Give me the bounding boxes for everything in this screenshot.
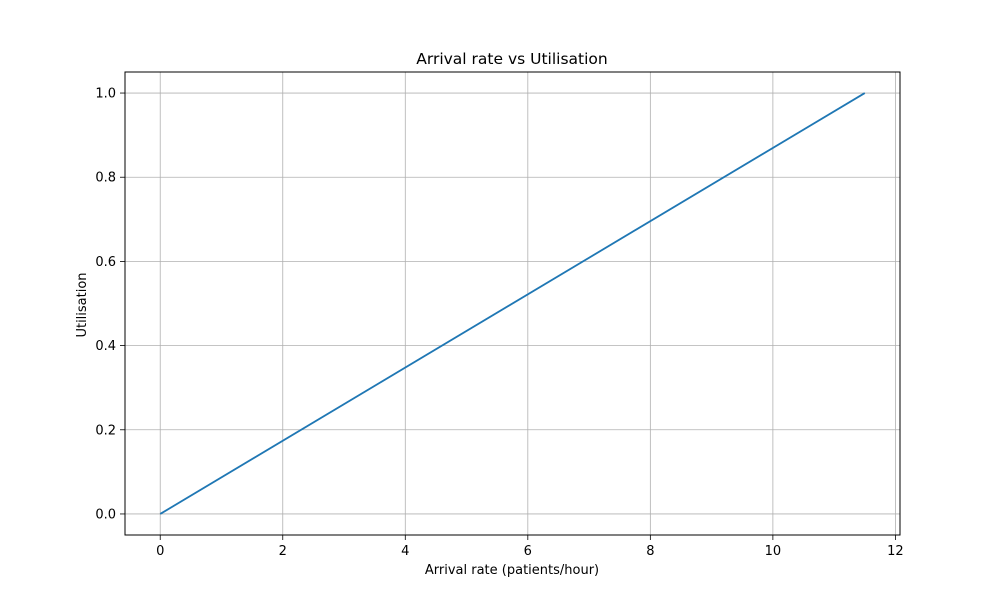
series-line: [159, 92, 866, 515]
y-tick-label: 0.8: [95, 171, 116, 186]
x-axis-label: Arrival rate (patients/hour): [425, 563, 599, 578]
series-layer: [159, 92, 866, 515]
x-tick-label: 0: [156, 544, 164, 559]
y-axis-label: Utilisation: [75, 272, 90, 337]
x-tick-label: 4: [401, 544, 409, 559]
grid: [125, 72, 900, 535]
y-tick-label: 0.6: [95, 255, 116, 270]
ticks: 0 2 4 6 8 10 12 0.0 0.2 0.4 0.6 0.8 1.0: [95, 87, 903, 559]
x-tick-label: 6: [524, 544, 532, 559]
x-tick-label: 10: [765, 544, 782, 559]
y-tick-label: 0.2: [95, 423, 116, 438]
y-tick-label: 0.0: [95, 507, 116, 522]
y-tick-label: 0.4: [95, 339, 116, 354]
plot-frame: [124, 71, 901, 536]
y-tick-label: 1.0: [95, 87, 116, 102]
chart-title: Arrival rate vs Utilisation: [416, 50, 607, 68]
x-tick-label: 8: [646, 544, 654, 559]
x-tick-label: 2: [279, 544, 287, 559]
x-tick-label: 12: [887, 544, 904, 559]
